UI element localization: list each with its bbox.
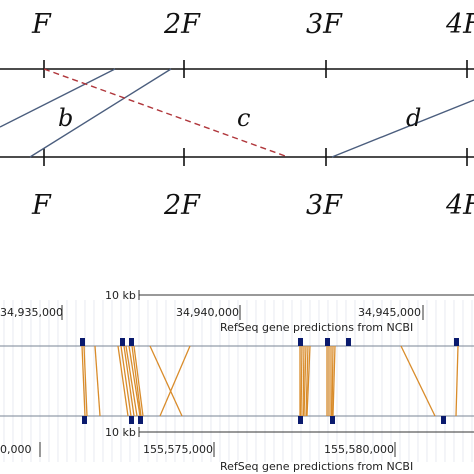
- top-label-3F: 3F: [306, 9, 343, 40]
- synteny-link: [300, 345, 303, 417]
- synteny-link: [133, 345, 144, 417]
- gene-block: [80, 338, 85, 346]
- top-coord-3: 34,945,000: [358, 306, 421, 319]
- bottom-label-3F: 3F: [306, 190, 343, 221]
- gene-block: [346, 338, 351, 346]
- genome-browser: 10 kb 34,935,000 34,940,000 34,945,000 R…: [0, 289, 474, 473]
- top-track-title: RefSeq gene predictions from NCBI: [220, 321, 413, 334]
- gene-block: [129, 338, 134, 346]
- gene-block: [129, 416, 134, 424]
- segment-label-c: c: [237, 104, 250, 132]
- top-label-2F: 2F: [163, 9, 201, 40]
- bottom-label-4F: 4F: [445, 190, 474, 221]
- synteny-link: [83, 345, 88, 417]
- top-label-F: F: [31, 9, 52, 40]
- link-c-dashed: [43, 68, 289, 158]
- top-coord-1: 34,935,000: [0, 306, 63, 319]
- synteny-link: [455, 345, 459, 417]
- synteny-link: [302, 345, 305, 417]
- synteny-link: [306, 345, 311, 417]
- bottom-track-title: RefSeq gene predictions from NCBI: [220, 460, 413, 473]
- synteny-link: [125, 345, 138, 417]
- bottom-coord-2: 155,575,000: [143, 443, 213, 456]
- gene-block: [454, 338, 459, 346]
- gene-block: [298, 416, 303, 424]
- bottom-coord-1: 0,000: [0, 443, 32, 456]
- bottom-label-2F: 2F: [163, 190, 201, 221]
- synteny-link: [149, 345, 183, 417]
- top-scale-label: 10 kb: [105, 289, 136, 302]
- gene-block: [298, 338, 303, 346]
- synteny-link: [81, 345, 86, 417]
- synteny-link: [400, 345, 436, 417]
- synteny-link: [305, 345, 309, 417]
- synteny-link: [117, 345, 129, 417]
- link-a-tail: [0, 68, 116, 128]
- top-coord-2: 34,940,000: [176, 306, 239, 319]
- link-b: [29, 68, 172, 158]
- gene-block: [82, 416, 87, 424]
- synteny-link: [128, 345, 141, 417]
- top-label-4F: 4F: [445, 9, 474, 40]
- segment-label-d: d: [406, 104, 421, 132]
- gene-block: [138, 416, 143, 424]
- synteny-link: [303, 345, 307, 417]
- synteny-link: [331, 345, 334, 417]
- synteny-links: [81, 345, 459, 417]
- synteny-link: [332, 345, 336, 417]
- gene-block: [441, 416, 446, 424]
- segment-label-b: b: [58, 104, 73, 132]
- synteny-link: [94, 345, 101, 417]
- gene-block: [325, 338, 330, 346]
- link-d: [331, 99, 474, 158]
- gene-blocks: [80, 338, 459, 424]
- bottom-coord-3: 155,580,000: [324, 443, 394, 456]
- synteny-link: [120, 345, 132, 417]
- browser-grid: [3, 300, 473, 462]
- gene-block: [330, 416, 335, 424]
- upper-diagram: F 2F 3F 4F b c d F 2F 3F 4F: [0, 9, 474, 221]
- bottom-scale-label: 10 kb: [105, 426, 136, 439]
- synteny-link: [131, 345, 142, 417]
- synteny-link: [159, 345, 191, 417]
- gene-block: [120, 338, 125, 346]
- synteny-link: [123, 345, 135, 417]
- bottom-label-F: F: [31, 190, 52, 221]
